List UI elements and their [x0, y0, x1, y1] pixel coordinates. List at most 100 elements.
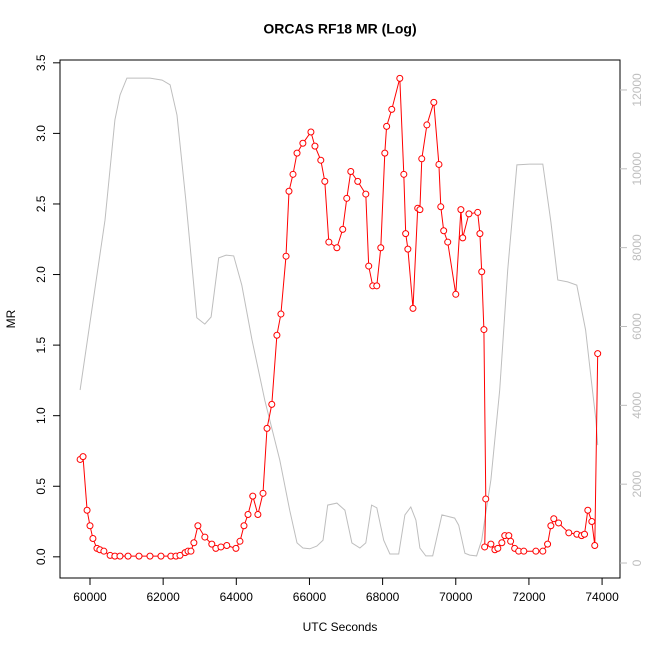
data-point: [383, 122, 391, 130]
x-tick-label: 66000: [293, 590, 327, 604]
data-point: [293, 149, 301, 157]
data-point: [273, 331, 281, 339]
data-point: [404, 245, 412, 253]
data-point: [244, 510, 252, 518]
data-point: [520, 547, 528, 555]
y2-tick-label: 12000: [630, 73, 644, 107]
data-point: [347, 168, 355, 176]
x-tick-label: 62000: [146, 590, 180, 604]
y-tick-label: 0.5: [34, 478, 48, 495]
data-point: [423, 121, 431, 129]
data-point: [478, 268, 486, 276]
data-point: [373, 282, 381, 290]
y2-tick-label: 2000: [630, 471, 644, 498]
data-point: [452, 290, 460, 298]
data-point: [307, 128, 315, 136]
data-point: [430, 98, 438, 106]
data-point: [249, 492, 257, 500]
data-point: [79, 453, 87, 461]
y2-tick-label: 4000: [630, 392, 644, 419]
y-tick-label: 0.0: [34, 548, 48, 565]
data-point: [208, 540, 216, 548]
y-tick-label: 3.5: [34, 54, 48, 71]
y2-tick-label: 8000: [630, 234, 644, 261]
data-point: [317, 156, 325, 164]
data-point: [435, 160, 443, 168]
data-point: [400, 170, 408, 178]
data-point: [444, 238, 452, 246]
x-tick-label: 70000: [439, 590, 473, 604]
data-point: [201, 533, 209, 541]
data-point: [437, 203, 445, 211]
series-line: [79, 77, 599, 557]
data-point: [474, 208, 482, 216]
data-point: [539, 547, 547, 555]
data-point: [555, 519, 563, 527]
data-point: [440, 227, 448, 235]
data-point: [581, 530, 589, 538]
y2-tick-label: 0: [630, 559, 644, 566]
data-point: [409, 304, 417, 312]
data-point: [254, 510, 262, 518]
data-point: [416, 206, 424, 214]
data-point: [481, 543, 489, 551]
data-point: [354, 177, 362, 185]
data-point: [362, 190, 370, 198]
data-point: [289, 170, 297, 178]
data-point: [277, 310, 285, 318]
data-point: [299, 139, 307, 147]
data-point: [476, 230, 484, 238]
y2-tick-label: 6000: [630, 313, 644, 340]
data-point: [507, 537, 515, 545]
data-point: [86, 522, 94, 530]
data-point: [418, 155, 426, 163]
x-tick-label: 72000: [512, 590, 546, 604]
data-point: [124, 552, 132, 560]
data-point: [223, 542, 231, 550]
data-point: [544, 540, 552, 548]
data-point: [494, 544, 502, 552]
data-point: [146, 552, 154, 560]
data-point: [480, 326, 488, 334]
x-tick-label: 74000: [585, 590, 619, 604]
y2-tick-label: 10000: [630, 152, 644, 186]
data-point: [100, 547, 108, 555]
data-point: [333, 244, 341, 252]
data-point: [157, 552, 165, 560]
data-point: [240, 522, 248, 530]
data-point: [365, 262, 373, 270]
data-point: [505, 532, 513, 540]
data-point: [263, 424, 271, 432]
plot-frame: [59, 59, 621, 579]
y-axis-label: MR: [4, 309, 18, 328]
data-point: [232, 544, 240, 552]
data-point: [396, 74, 404, 82]
data-point: [388, 105, 396, 113]
data-point: [194, 522, 202, 530]
data-point: [259, 489, 267, 497]
data-point: [83, 506, 91, 514]
x-tick-label: 60000: [73, 590, 107, 604]
data-point: [550, 515, 558, 523]
data-point: [311, 142, 319, 150]
data-point: [459, 234, 467, 242]
data-point: [282, 252, 290, 260]
data-point: [325, 238, 333, 246]
data-point: [135, 552, 143, 560]
y-tick-label: 1.0: [34, 407, 48, 424]
data-point: [321, 177, 329, 185]
data-point: [339, 225, 347, 233]
data-point: [116, 552, 124, 560]
y-tick-label: 2.0: [34, 266, 48, 283]
data-point: [381, 149, 389, 157]
data-point: [591, 542, 599, 550]
data-point: [187, 547, 195, 555]
data-point: [594, 350, 602, 358]
data-point: [176, 551, 184, 559]
data-point: [402, 230, 410, 238]
data-point: [532, 547, 540, 555]
data-point: [457, 206, 465, 214]
data-point: [377, 244, 385, 252]
data-point: [565, 529, 573, 537]
data-point: [217, 543, 225, 551]
